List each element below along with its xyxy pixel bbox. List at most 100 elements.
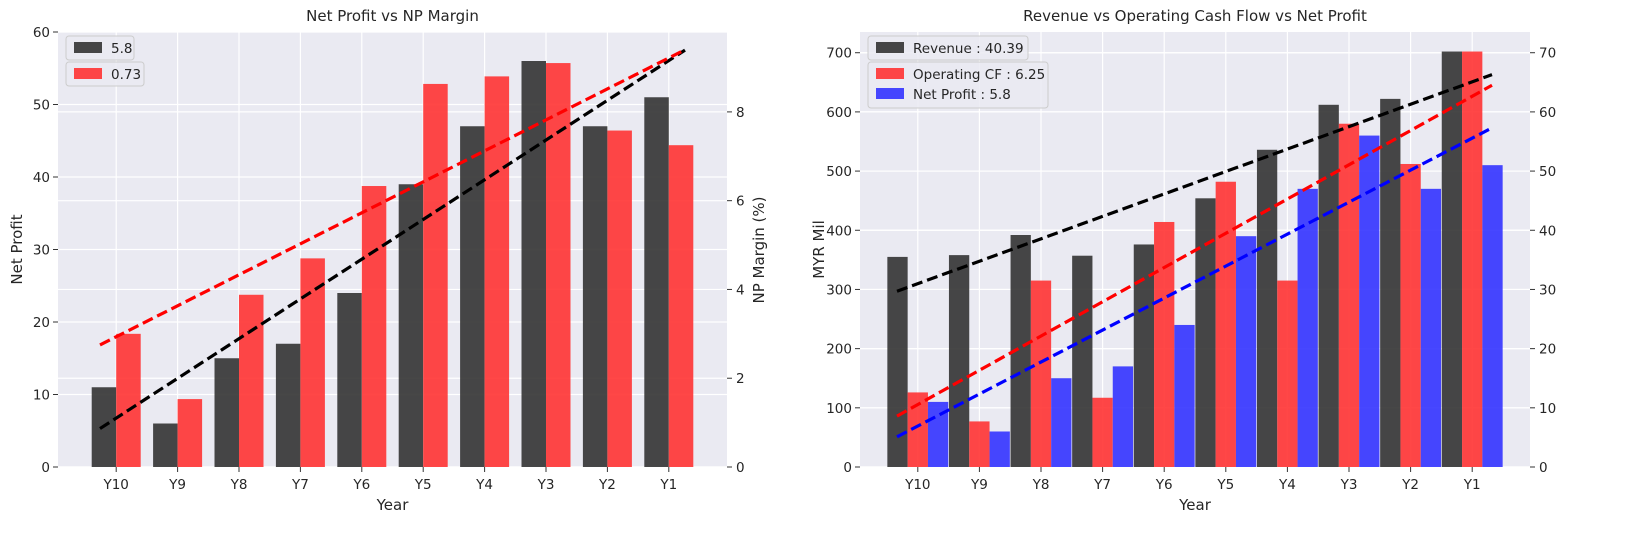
legend-box	[867, 35, 1029, 61]
y-tick-label: 300	[826, 282, 852, 298]
bar	[275, 343, 301, 467]
series-1	[91, 61, 669, 467]
y-tick-label: 30	[33, 243, 50, 259]
x-tick-label: Y5	[1216, 477, 1234, 493]
trend-line	[99, 48, 686, 347]
y-tick-label: 100	[826, 401, 852, 417]
chart-title: Revenue vs Operating Cash Flow vs Net Pr…	[1023, 7, 1367, 25]
x-tick-label: Y10	[102, 477, 128, 493]
y-right-tick-label: 40	[1539, 223, 1556, 239]
bar	[1338, 123, 1360, 468]
y-right-tick-label: 10	[1539, 401, 1556, 417]
bar	[948, 255, 970, 467]
x-tick-label: Y10	[904, 477, 930, 493]
bar	[989, 431, 1010, 467]
legend-label: Revenue : 40.39	[913, 41, 1024, 57]
y-tick-label: 0	[843, 460, 852, 476]
bar	[1318, 104, 1339, 467]
x-tick-label: Y7	[1093, 477, 1111, 493]
y-tick-label: 500	[826, 164, 852, 180]
bar	[1380, 98, 1401, 467]
bar	[1174, 324, 1195, 467]
bar	[546, 63, 571, 467]
y-right-tick-label: 0	[736, 460, 745, 476]
legend-label: Net Profit : 5.8	[913, 87, 1011, 103]
bar	[214, 358, 239, 467]
bar	[644, 97, 669, 467]
legend-swatch	[74, 42, 102, 53]
bar	[460, 126, 485, 467]
y-tick-label: 60	[33, 25, 50, 41]
y-right-tick-label: 8	[736, 105, 745, 121]
legend-swatch	[876, 68, 904, 79]
bar	[1235, 236, 1257, 467]
x-tick-label: Y6	[352, 477, 370, 493]
bar	[484, 76, 510, 467]
y-tick-label: 40	[33, 170, 50, 186]
bar	[1256, 149, 1278, 467]
bar	[1072, 255, 1093, 467]
bar	[1195, 198, 1216, 467]
y-axis-label: MYR Mil	[810, 220, 828, 279]
bar	[1482, 165, 1503, 467]
bar	[1359, 135, 1380, 468]
y-tick-label: 200	[826, 342, 852, 358]
y-tick-label: 700	[826, 46, 852, 62]
trend-line	[896, 83, 1493, 418]
bar	[1133, 244, 1155, 467]
y-right-axis-label: NP Margin (%)	[750, 197, 768, 304]
y-right-tick-label: 70	[1539, 46, 1556, 62]
y-right-tick-label: 50	[1539, 164, 1556, 180]
x-tick-label: Y1	[1463, 477, 1481, 493]
y-right-tick-label: 0	[1539, 460, 1548, 476]
legend-swatch	[876, 88, 904, 99]
legend-swatch	[74, 68, 102, 79]
legend-label: Operating CF : 6.25	[913, 67, 1045, 83]
bar	[1420, 188, 1442, 467]
y-axis-label: Net Profit	[8, 214, 26, 284]
bar	[1297, 188, 1318, 467]
x-tick-label: Y5	[414, 477, 432, 493]
bar	[521, 61, 546, 467]
bar	[668, 145, 694, 467]
x-tick-label: Y1	[659, 477, 677, 493]
y-right-tick-label: 2	[736, 371, 745, 387]
y-right-tick-label: 4	[736, 282, 745, 298]
legend-label: 0.73	[111, 67, 141, 83]
legend-label: 5.8	[111, 41, 132, 57]
legend-box	[867, 61, 1049, 109]
y-tick-label: 20	[33, 315, 50, 331]
y-right-tick-label: 60	[1539, 105, 1556, 121]
chart-title: Net Profit vs NP Margin	[306, 7, 479, 25]
bar	[607, 130, 632, 467]
x-tick-label: Y6	[1155, 477, 1173, 493]
x-tick-label: Y3	[537, 477, 555, 493]
x-tick-label: Y2	[1401, 477, 1419, 493]
bar	[239, 294, 264, 467]
bar	[116, 333, 141, 467]
x-tick-label: Y7	[291, 477, 309, 493]
x-tick-label: Y4	[1278, 477, 1296, 493]
legend: 5.8 0.73	[65, 35, 145, 87]
bar	[1462, 51, 1483, 468]
bar	[337, 293, 362, 467]
bar	[177, 399, 203, 467]
bar	[969, 421, 990, 467]
bar	[1215, 181, 1236, 468]
chart-2: Revenue vs Operating Cash Flow vs Net Pr…	[810, 7, 1556, 514]
series-2	[907, 51, 1483, 468]
y-tick-label: 0	[41, 460, 50, 476]
y-right-tick-label: 20	[1539, 342, 1556, 358]
x-axis-label: Year	[1178, 496, 1212, 514]
bar	[1277, 280, 1298, 467]
bar	[153, 423, 178, 467]
chart-1: Net Profit vs NP Margin 0 10 20 30 40 50 60 0 2 4 6…	[8, 7, 768, 514]
x-tick-label: Y2	[598, 477, 616, 493]
bar	[1112, 366, 1134, 467]
x-tick-label: Y4	[475, 477, 493, 493]
bar	[300, 258, 325, 467]
y-tick-label: 10	[33, 388, 50, 404]
y-tick-label: 50	[33, 98, 50, 114]
series-1	[887, 51, 1463, 468]
bar	[361, 186, 387, 467]
